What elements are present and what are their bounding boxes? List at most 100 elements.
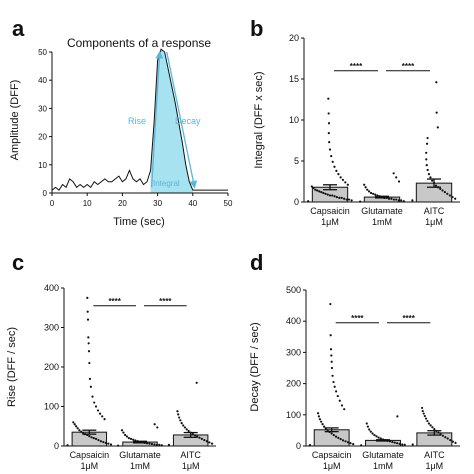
- data-point: [427, 173, 431, 176]
- panel-c-bar-chart: Rise (DFF / sec) 0100200300400Capsaicin1…: [6, 283, 216, 471]
- data-point: [439, 187, 442, 190]
- data-point: [160, 444, 163, 447]
- data-point: [337, 436, 340, 439]
- data-point: [340, 196, 343, 199]
- data-point: [426, 419, 429, 423]
- data-point: [329, 334, 332, 337]
- y-tick-label: 30: [38, 104, 47, 113]
- data-point: [125, 435, 129, 438]
- data-point: [451, 195, 454, 199]
- data-point: [338, 399, 341, 402]
- data-point: [73, 423, 76, 426]
- data-point: [397, 199, 400, 202]
- data-point: [198, 436, 201, 439]
- data-point: [179, 419, 182, 422]
- data-point: [122, 431, 125, 434]
- data-point: [349, 442, 352, 445]
- data-point: [91, 395, 94, 398]
- data-point: [411, 443, 414, 446]
- data-point: [329, 302, 332, 306]
- y-tick-label: 50: [38, 48, 47, 57]
- data-point: [335, 169, 338, 172]
- data-point: [393, 441, 396, 444]
- y-tick-label: 0: [294, 197, 299, 207]
- data-point: [320, 420, 323, 423]
- category-label: AITC: [424, 450, 445, 460]
- data-point: [75, 425, 78, 428]
- data-point: [396, 442, 399, 445]
- data-point: [150, 442, 154, 446]
- data-point: [435, 111, 438, 114]
- data-point: [366, 188, 369, 191]
- data-point: [429, 424, 432, 427]
- x-tick-label: 30: [153, 199, 162, 208]
- data-point: [446, 192, 449, 195]
- data-point: [371, 432, 374, 435]
- data-point: [153, 423, 156, 426]
- data-point: [327, 122, 331, 125]
- data-point: [123, 433, 127, 437]
- decay-arrow: [166, 51, 198, 189]
- y-tick-label: 300: [286, 347, 301, 357]
- data-point: [403, 443, 406, 446]
- data-point: [86, 318, 90, 321]
- data-point: [444, 436, 447, 439]
- data-point: [316, 412, 320, 415]
- data-point: [332, 433, 335, 437]
- data-point: [193, 434, 197, 437]
- data-point: [402, 200, 405, 203]
- data-point: [454, 441, 457, 444]
- data-point: [421, 409, 424, 413]
- data-point: [316, 189, 319, 192]
- data-point: [333, 195, 336, 198]
- data-point: [395, 176, 398, 179]
- data-point: [433, 428, 436, 431]
- category-label: AITC: [424, 206, 445, 216]
- data-point: [423, 414, 426, 418]
- data-point: [431, 426, 434, 429]
- data-point: [78, 429, 81, 432]
- x-tick-label: 50: [224, 199, 233, 208]
- panel-b-bar-chart: Integral (DFF x sec) 05101520Capsaicin1μ…: [253, 33, 460, 227]
- data-point: [324, 192, 327, 195]
- data-point: [333, 165, 336, 168]
- data-point: [88, 361, 91, 365]
- category-unit-label: 1μM: [321, 217, 339, 227]
- data-point: [76, 427, 79, 430]
- data-point: [346, 183, 349, 186]
- data-point: [350, 199, 353, 202]
- panel-letter-c: c: [12, 250, 24, 275]
- data-point: [426, 136, 429, 140]
- data-point: [317, 415, 320, 418]
- data-point: [182, 424, 185, 427]
- data-point: [195, 381, 198, 384]
- data-point: [363, 183, 366, 186]
- category-label: Glutamate: [119, 450, 161, 460]
- y-tick-label: 400: [286, 316, 301, 326]
- data-point: [334, 435, 338, 438]
- data-point: [392, 172, 395, 175]
- data-point: [331, 194, 334, 197]
- data-point: [344, 440, 347, 443]
- data-point: [365, 422, 368, 425]
- y-tick-label: 200: [286, 379, 301, 389]
- data-point: [155, 443, 158, 446]
- data-point: [87, 336, 90, 339]
- data-point: [425, 151, 428, 154]
- data-point: [330, 354, 333, 357]
- data-point: [343, 408, 346, 411]
- significance-label: ****: [402, 314, 415, 323]
- category-label: Capsaicin: [312, 450, 352, 460]
- category-label: Glutamate: [362, 450, 404, 460]
- data-point: [446, 437, 449, 440]
- data-point: [344, 181, 347, 184]
- data-point: [395, 198, 398, 201]
- data-point: [178, 416, 181, 419]
- data-point: [98, 412, 102, 415]
- data-point: [352, 443, 355, 446]
- data-point: [153, 443, 156, 446]
- data-point: [400, 199, 403, 202]
- category-unit-label: 1μM: [425, 217, 443, 227]
- y-tick-label: 100: [44, 402, 59, 412]
- data-point: [335, 390, 338, 393]
